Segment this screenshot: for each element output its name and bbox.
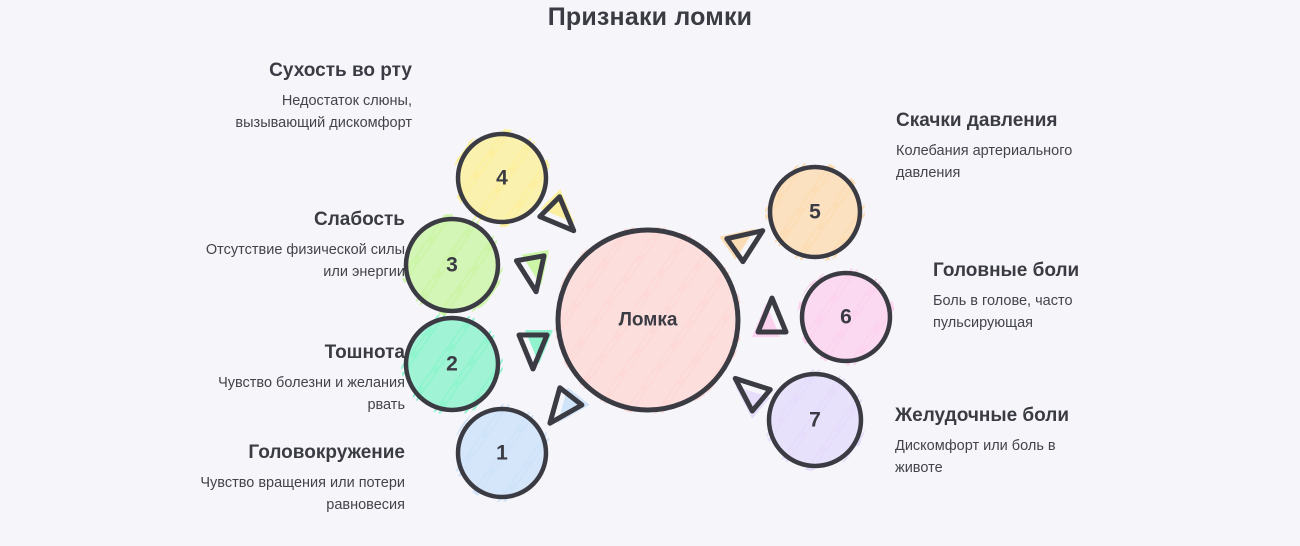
node-circle-1[interactable] bbox=[455, 406, 549, 500]
node-title-4: Сухость во рту bbox=[269, 60, 412, 81]
arrow-outline bbox=[732, 375, 773, 414]
center-node-circle bbox=[555, 227, 741, 413]
node-number-2: 2 bbox=[446, 353, 458, 376]
node-label-block-6: Головные боли Боль в голове, часто пульси… bbox=[933, 258, 1113, 334]
node-description-5: Колебания артериального давления bbox=[896, 143, 1073, 181]
node-title-6: Головные боли bbox=[933, 260, 1080, 281]
arrow-5 bbox=[719, 228, 766, 265]
arrow-1 bbox=[547, 385, 590, 426]
node-description-2: Чувство болезни и желания рвать bbox=[218, 375, 405, 413]
node-label-block-1: Головокружение Чувство вращения или потер… bbox=[200, 440, 405, 516]
node-number-7: 7 bbox=[809, 409, 821, 432]
arrow-outline bbox=[516, 332, 550, 372]
arrow-6 bbox=[752, 295, 789, 337]
center-node-label: Ломка bbox=[619, 310, 678, 331]
node-label-block-5: Скачки давления Колебания артериального д… bbox=[896, 108, 1076, 184]
node-circle-5[interactable] bbox=[767, 164, 863, 260]
node-circle-7[interactable] bbox=[766, 371, 864, 469]
node-circle-2[interactable] bbox=[403, 315, 501, 413]
node-circle-3[interactable] bbox=[403, 216, 501, 314]
node-layer: 1 2 3 4 5 6 7 bbox=[401, 129, 895, 502]
arrow-outline bbox=[755, 295, 789, 335]
arrow-2 bbox=[516, 330, 553, 372]
node-description-3: Отсутствие физической силы или энергии bbox=[205, 242, 405, 280]
node-title-5: Скачки давления bbox=[896, 110, 1058, 131]
arrow-layer bbox=[513, 189, 789, 426]
arrow-7 bbox=[732, 375, 773, 419]
node-number-6: 6 bbox=[840, 306, 852, 329]
node-description-6: Боль в голове, часто пульсирующая bbox=[933, 293, 1073, 331]
arrow-outline bbox=[724, 228, 766, 265]
node-description-4: Недостаток слюны, вызывающий дискомфорт bbox=[235, 93, 412, 131]
arrow-outline bbox=[537, 194, 577, 234]
node-label-block-4: Сухость во рту Недостаток слюны, вызывающ… bbox=[200, 58, 412, 134]
node-circle-4[interactable] bbox=[455, 131, 549, 225]
page-title: Признаки ломки bbox=[547, 3, 753, 31]
node-number-1: 1 bbox=[496, 442, 508, 465]
node-label-block-2: Тошнота Чувство болезни и желания рвать bbox=[195, 340, 405, 416]
arrow-outline bbox=[547, 385, 585, 426]
node-description-7: Дискомфорт или боль в животе bbox=[895, 438, 1056, 476]
node-label-block-3: Слабость Отсутствие физической силы или э… bbox=[195, 207, 405, 283]
node-number-4: 4 bbox=[496, 167, 508, 190]
node-description-1: Чувство вращения или потери равновесия bbox=[200, 475, 405, 513]
node-title-1: Головокружение bbox=[248, 442, 405, 463]
arrow-outline bbox=[513, 253, 547, 295]
arrow-3 bbox=[513, 249, 550, 295]
node-number-3: 3 bbox=[446, 254, 458, 277]
node-title-7: Желудочные боли bbox=[895, 405, 1070, 426]
center-node-group: Ломка bbox=[554, 226, 742, 414]
arrow-4 bbox=[537, 189, 577, 234]
node-label-block-7: Желудочные боли Дискомфорт или боль в жив… bbox=[895, 403, 1085, 479]
node-circle-6[interactable] bbox=[799, 270, 893, 364]
node-number-5: 5 bbox=[809, 201, 821, 224]
node-title-3: Слабость bbox=[313, 209, 405, 230]
node-title-2: Тошнота bbox=[324, 342, 405, 363]
